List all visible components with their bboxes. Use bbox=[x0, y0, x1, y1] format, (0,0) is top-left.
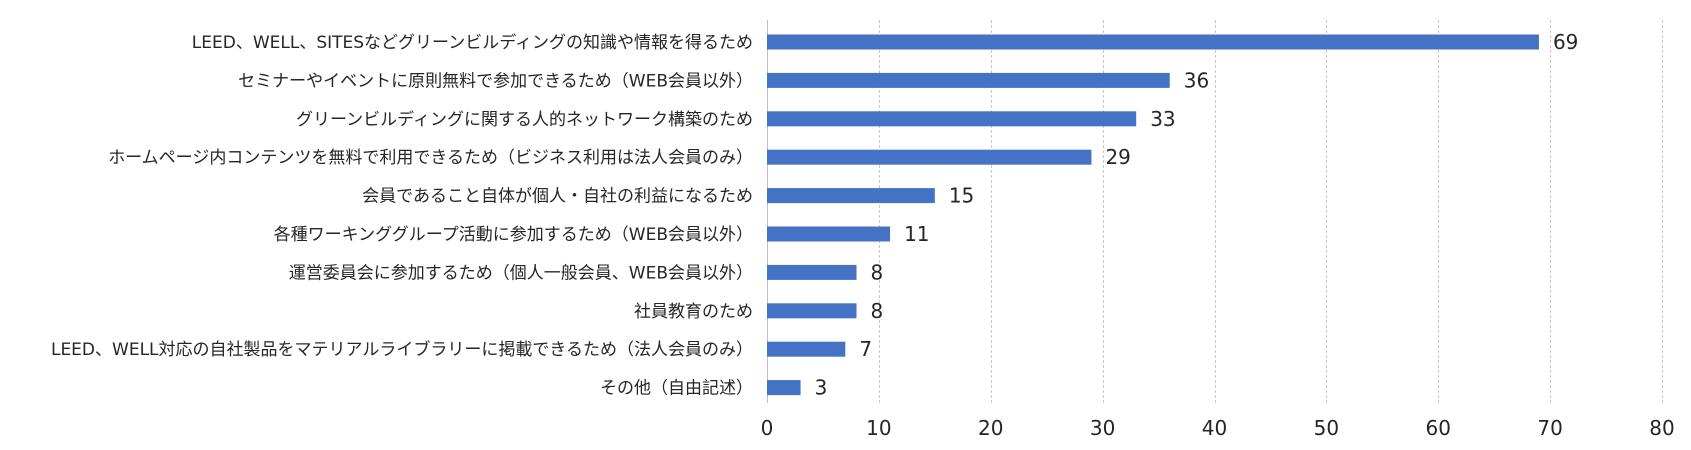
bar bbox=[767, 264, 857, 280]
category-label: その他（自由記述） bbox=[600, 379, 753, 399]
data-label: 29 bbox=[1105, 145, 1130, 169]
category-label: ホームページ内コンテンツを無料で利用できるため（ビジネス利用は法人会員のみ） bbox=[108, 148, 753, 168]
category-label: 社員教育のため bbox=[634, 302, 753, 322]
bar bbox=[767, 72, 1170, 88]
bar bbox=[767, 380, 801, 396]
x-tick-label: 50 bbox=[1314, 416, 1339, 440]
data-label: 3 bbox=[815, 376, 828, 400]
x-tick-label: 60 bbox=[1426, 416, 1451, 440]
bar bbox=[767, 34, 1539, 50]
x-tick-label: 80 bbox=[1649, 416, 1674, 440]
bar bbox=[767, 226, 891, 242]
data-label: 33 bbox=[1150, 107, 1175, 131]
data-label: 11 bbox=[904, 222, 929, 246]
x-tick-label: 40 bbox=[1202, 416, 1227, 440]
category-label: LEED、WELL、SITESなどグリーンビルディングの知識や情報を得るため bbox=[192, 32, 753, 53]
data-label: 69 bbox=[1553, 30, 1578, 54]
data-label: 7 bbox=[859, 337, 872, 361]
x-tick-label: 30 bbox=[1090, 416, 1115, 440]
category-label: LEED、WELL対応の自社製品をマテリアルライブラリーに掲載できるため（法人会… bbox=[51, 339, 753, 360]
bar bbox=[767, 341, 846, 357]
bar-layer bbox=[767, 34, 1539, 396]
category-label: セミナーやイベントに原則無料で参加できるため（WEB会員以外） bbox=[238, 71, 753, 91]
category-labels: LEED、WELL、SITESなどグリーンビルディングの知識や情報を得るためセミ… bbox=[51, 32, 753, 399]
category-label: 各種ワーキンググループ活動に参加するため（WEB会員以外） bbox=[274, 225, 753, 245]
data-label: 8 bbox=[871, 260, 884, 284]
x-axis-ticks: 0 10 20 30 40 50 60 70 80 bbox=[761, 416, 1675, 440]
category-label: 会員であること自体が個人・自社の利益になるため bbox=[362, 187, 753, 207]
bar bbox=[767, 111, 1137, 127]
x-tick-label: 20 bbox=[978, 416, 1003, 440]
value-labels: 69 36 33 29 15 11 8 8 7 3 bbox=[815, 30, 1579, 400]
category-label: グリーンビルディングに関する人的ネットワーク構築のため bbox=[296, 109, 753, 130]
x-tick-label: 70 bbox=[1537, 416, 1562, 440]
bar bbox=[767, 188, 935, 204]
x-tick-label: 0 bbox=[761, 416, 774, 440]
bar bbox=[767, 303, 857, 319]
data-label: 15 bbox=[949, 184, 974, 208]
category-label: 運営委員会に参加するため（個人一般会員、WEB会員以外） bbox=[289, 263, 753, 283]
data-label: 36 bbox=[1184, 68, 1209, 92]
bar bbox=[767, 149, 1092, 165]
grid-layer bbox=[767, 20, 1663, 403]
data-label: 8 bbox=[871, 299, 884, 323]
x-tick-label: 10 bbox=[866, 416, 891, 440]
